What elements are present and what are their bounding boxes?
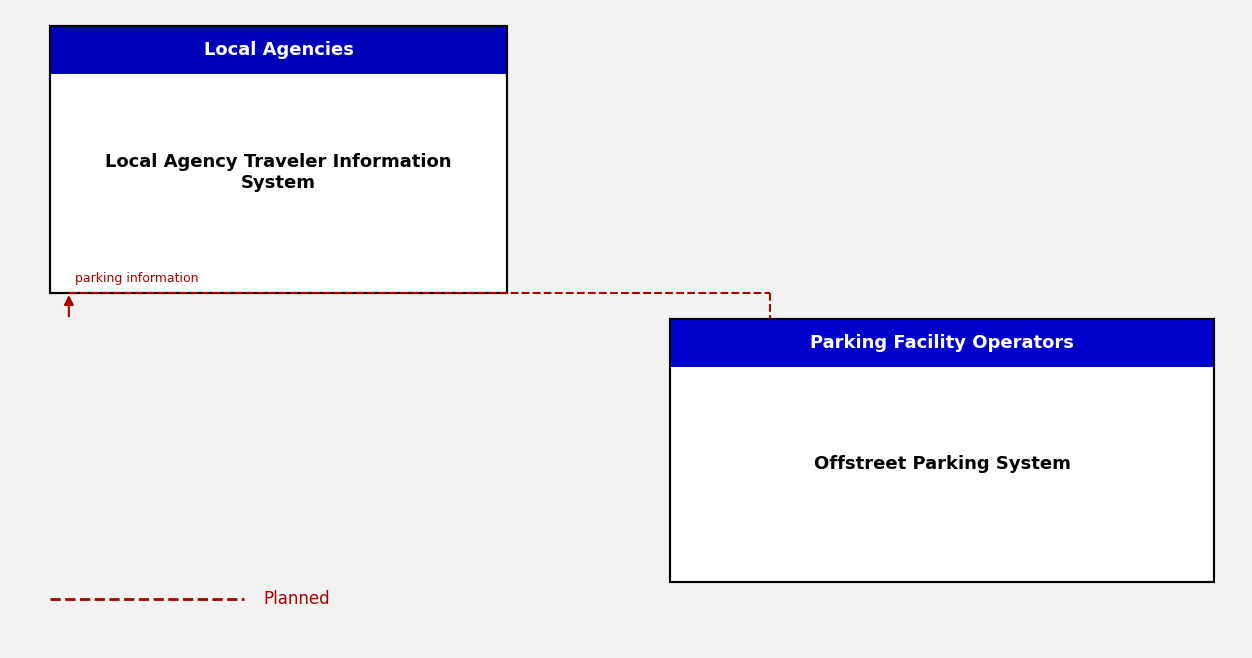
Bar bbox=[670, 319, 1214, 367]
Bar bbox=[50, 26, 507, 293]
Text: Local Agency Traveler Information
System: Local Agency Traveler Information System bbox=[105, 153, 452, 191]
Text: parking information: parking information bbox=[75, 272, 199, 285]
Text: Local Agencies: Local Agencies bbox=[204, 41, 353, 59]
Bar bbox=[50, 26, 507, 293]
Text: Planned: Planned bbox=[263, 590, 329, 608]
Text: Parking Facility Operators: Parking Facility Operators bbox=[810, 334, 1074, 352]
Bar bbox=[670, 319, 1214, 582]
Text: Offstreet Parking System: Offstreet Parking System bbox=[814, 455, 1070, 472]
Bar bbox=[50, 26, 507, 74]
Bar bbox=[670, 319, 1214, 582]
